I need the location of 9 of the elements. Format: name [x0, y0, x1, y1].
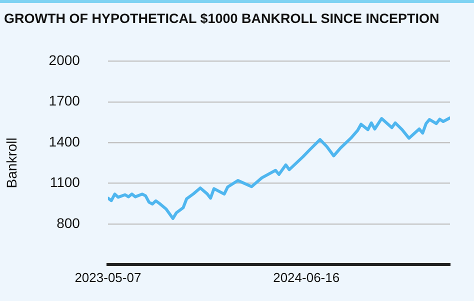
y-tick-label: 800: [56, 214, 80, 231]
x-tick-label: 2023-05-07: [74, 270, 142, 285]
x-tick-label: 2024-06-16: [273, 270, 340, 285]
y-tick-label: 2000: [48, 52, 80, 68]
y-tick-label: 1400: [48, 133, 80, 150]
y-axis-title: Bankroll: [3, 138, 20, 188]
chart-title: GROWTH OF HYPOTHETICAL $1000 BANKROLL SINCE INCEPTION: [4, 10, 440, 26]
y-tick-label: 1700: [48, 92, 80, 109]
y-tick-label: 1100: [50, 174, 80, 190]
